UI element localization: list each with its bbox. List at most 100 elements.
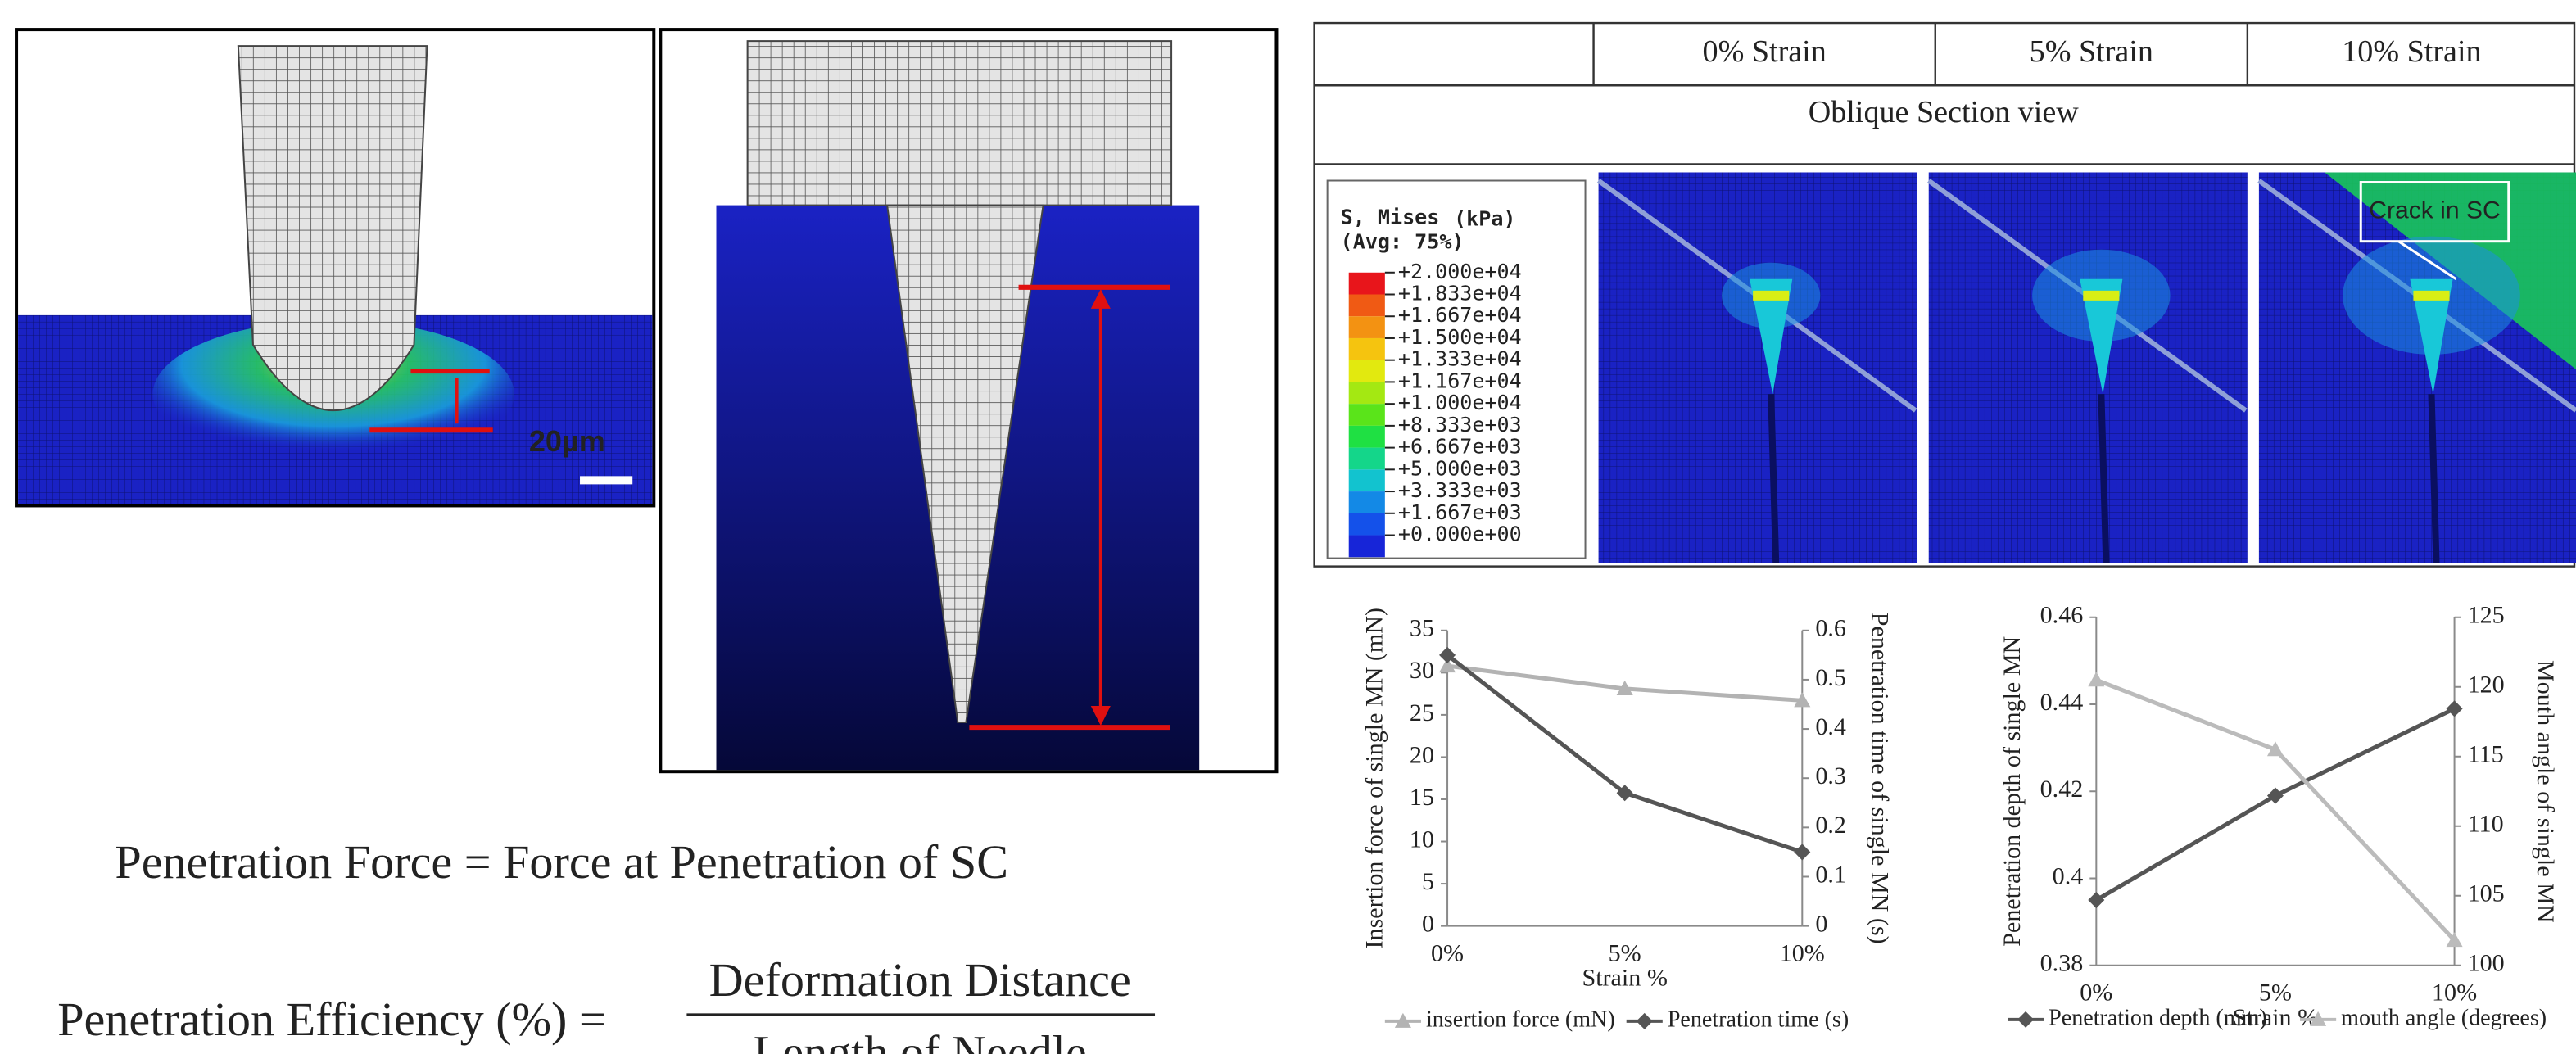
x-tick-label: 5% <box>2259 979 2292 1007</box>
legend-avg: (Avg: 75%) <box>1341 230 1465 254</box>
y-tick-label: 30 <box>1410 656 1434 684</box>
legend-label: +1.333e+04 <box>1398 347 1522 371</box>
y2-tick-label: 0.6 <box>1815 614 1846 642</box>
legend-label: +0.000e+00 <box>1398 522 1522 546</box>
y-tick-label: 35 <box>1410 614 1434 642</box>
legend-marker <box>1394 1012 1411 1028</box>
series-line <box>2095 707 2456 902</box>
legend-label: +8.333e+03 <box>1398 413 1522 437</box>
needle-tip <box>1753 290 1790 301</box>
y-tick-label: 25 <box>1410 699 1434 726</box>
color-band <box>1348 360 1385 382</box>
legend-label: +1.667e+03 <box>1398 500 1522 524</box>
needle-contour <box>2080 278 2123 395</box>
y2-tick-label: 115 <box>2468 740 2504 768</box>
column-header: 10% Strain <box>2342 34 2481 69</box>
x-tick-label: 0% <box>2080 979 2112 1007</box>
needle-contour <box>1750 278 1793 395</box>
y2-tick-label: 125 <box>2468 601 2505 629</box>
base-block <box>746 40 1173 206</box>
color-band <box>1348 294 1385 317</box>
column-header: 5% Strain <box>2030 34 2153 69</box>
legend-label: +1.500e+04 <box>1398 325 1522 349</box>
legend-label: insertion force (mN) <box>1426 1007 1615 1032</box>
needle-tip <box>2083 290 2120 301</box>
legend-unit: (kPa) <box>1454 207 1515 231</box>
legend-marker <box>2017 1011 2035 1028</box>
needle-shaft <box>2428 394 2440 563</box>
x-tick-label: 10% <box>1780 939 1825 967</box>
contour-image <box>1928 172 2248 563</box>
y2-tick-label: 0 <box>1815 910 1827 938</box>
data-point <box>2446 932 2463 948</box>
color-band <box>1348 382 1385 405</box>
legend-label: Penetration time (s) <box>1668 1007 1849 1032</box>
data-point <box>2088 892 2105 909</box>
legend-label: +2.000e+04 <box>1398 260 1522 283</box>
color-band <box>1348 404 1385 426</box>
x-tick-label: 10% <box>2432 979 2477 1007</box>
y-tick-label: 0.4 <box>2053 862 2084 889</box>
legend-label: +5.000e+03 <box>1398 456 1522 480</box>
y-tick-label: 0.44 <box>2040 688 2084 716</box>
data-point <box>2266 787 2284 804</box>
y2-tick-label: 0.1 <box>1815 860 1846 888</box>
y-axis-label: Insertion force of single MN (mN) <box>1360 608 1388 948</box>
data-point <box>2446 700 2463 717</box>
data-point <box>1616 680 1633 695</box>
y2-tick-label: 100 <box>2468 949 2505 977</box>
legend-label: mouth angle (degrees) <box>2341 1005 2547 1030</box>
color-band <box>1348 447 1385 470</box>
y-tick-label: 20 <box>1410 740 1434 768</box>
color-band <box>1348 513 1385 536</box>
y2-tick-label: 0.3 <box>1815 762 1846 789</box>
y2-tick-label: 120 <box>2468 671 2505 699</box>
scale-bar <box>580 476 633 485</box>
y2-axis-label: Penetration time of single MN (s) <box>1867 613 1895 944</box>
data-point <box>1439 658 1456 673</box>
y2-tick-label: 110 <box>2468 810 2504 838</box>
y2-tick-label: 0.5 <box>1815 663 1846 691</box>
y2-axis-label: Mouth angle of single MN <box>2532 660 2560 923</box>
x-axis-label: Strain % <box>1582 964 1667 992</box>
color-band <box>1348 491 1385 513</box>
needle <box>237 45 428 412</box>
y-tick-label: 0.42 <box>2040 775 2084 803</box>
legend-label: +1.833e+04 <box>1398 282 1522 305</box>
color-band <box>1348 316 1385 338</box>
data-point <box>1794 692 1811 708</box>
y-tick-label: 15 <box>1410 783 1434 811</box>
denominator: Length of Needle <box>754 1025 1087 1054</box>
legend-marker <box>2310 1011 2327 1026</box>
needle <box>885 204 1044 724</box>
x-tick-label: 0% <box>1431 939 1464 967</box>
legend-label: +1.000e+04 <box>1398 391 1522 414</box>
needle-shaft <box>2098 394 2110 563</box>
y2-tick-label: 105 <box>2468 880 2505 907</box>
data-point <box>1439 646 1456 663</box>
x-axis-label: Strain % <box>2233 1003 2318 1031</box>
data-point <box>2266 741 2284 757</box>
y2-tick-label: 0.4 <box>1815 712 1846 740</box>
color-band <box>1348 337 1385 360</box>
section-label: Oblique Section view <box>1809 95 2080 129</box>
color-band <box>1348 535 1385 558</box>
legend-label: Penetration depth (mm) <box>2049 1005 2267 1030</box>
y2-tick-label: 0.2 <box>1815 811 1846 839</box>
legend-label: +6.667e+03 <box>1398 435 1522 459</box>
numerator: Deformation Distance <box>709 953 1131 1007</box>
needle-contour <box>2410 278 2453 395</box>
needle-tip <box>2413 290 2450 301</box>
y-tick-label: 0 <box>1422 910 1434 938</box>
y-tick-label: 10 <box>1410 825 1434 853</box>
data-point <box>1616 785 1633 802</box>
equation: Penetration Force = Force at Penetration… <box>115 835 1008 889</box>
legend-title: S, Mises <box>1341 206 1440 229</box>
annotation-pointer <box>2397 240 2457 281</box>
y-tick-label: 0.46 <box>2040 601 2084 629</box>
equation-lhs: Penetration Efficiency (%) = <box>57 993 606 1046</box>
column-header: 0% Strain <box>1703 34 1827 69</box>
annotation-box <box>2359 181 2510 243</box>
legend-label: +1.167e+04 <box>1398 369 1522 392</box>
scale-label: 20µm <box>529 424 605 458</box>
